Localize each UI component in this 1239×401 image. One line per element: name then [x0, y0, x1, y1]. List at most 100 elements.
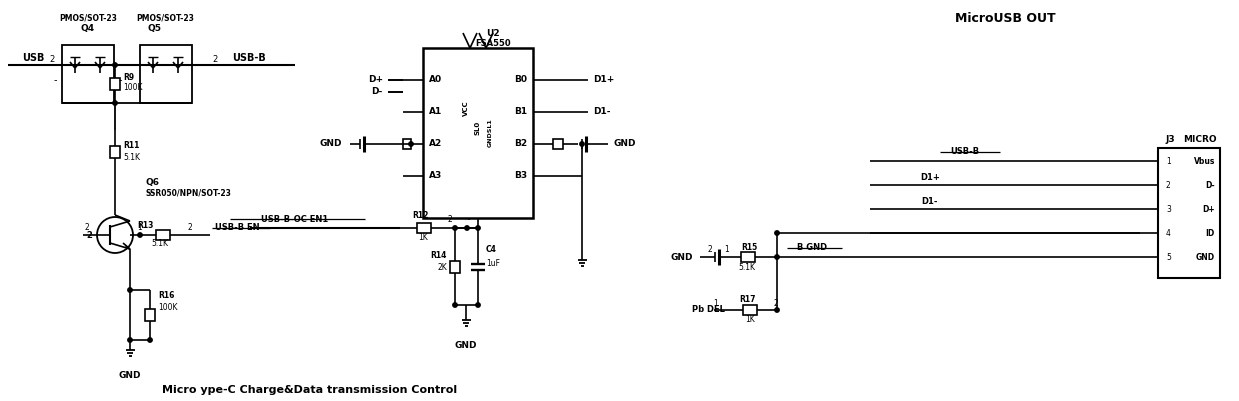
Text: A1: A1	[429, 107, 442, 117]
Circle shape	[128, 338, 133, 342]
Text: 4: 4	[1166, 229, 1171, 237]
Circle shape	[774, 255, 779, 259]
Bar	[62, 45, 114, 103]
Text: ID: ID	[1206, 229, 1215, 237]
Circle shape	[113, 101, 118, 105]
Circle shape	[452, 226, 457, 230]
Bar	[741, 252, 755, 262]
Text: A2: A2	[429, 140, 442, 148]
Text: R12: R12	[411, 211, 429, 221]
Text: 2: 2	[707, 245, 712, 253]
Text: U2: U2	[486, 30, 499, 38]
Text: 3: 3	[1166, 205, 1171, 213]
Bar	[403, 139, 411, 149]
Text: R16: R16	[159, 292, 175, 300]
Circle shape	[409, 142, 413, 146]
Text: MicroUSB OUT: MicroUSB OUT	[955, 12, 1056, 24]
Text: A0: A0	[429, 75, 442, 85]
Text: 2: 2	[85, 231, 92, 239]
Text: USB: USB	[22, 53, 45, 63]
Text: 1K: 1K	[745, 316, 755, 324]
Text: Micro ype-C Charge&Data transmission Control: Micro ype-C Charge&Data transmission Con…	[162, 385, 457, 395]
Circle shape	[465, 226, 470, 230]
Text: R13: R13	[138, 221, 154, 229]
Text: Vbus: Vbus	[1193, 156, 1215, 166]
Circle shape	[113, 63, 118, 67]
Text: R17: R17	[740, 296, 756, 304]
Text: D+: D+	[368, 75, 383, 85]
Text: D1+: D1+	[593, 75, 615, 85]
Text: 5: 5	[1166, 253, 1171, 261]
Text: Pb DEL: Pb DEL	[693, 306, 725, 314]
Text: -: -	[53, 75, 57, 85]
Circle shape	[774, 308, 779, 312]
Text: GND: GND	[1196, 253, 1215, 261]
Circle shape	[774, 231, 779, 235]
Text: MICRO: MICRO	[1183, 136, 1217, 144]
Text: VCC: VCC	[463, 100, 470, 116]
Text: 1K: 1K	[418, 233, 427, 243]
Bar	[553, 139, 563, 149]
Text: 2K: 2K	[437, 263, 447, 271]
Text: 1: 1	[714, 298, 719, 308]
Text: C4: C4	[486, 245, 497, 255]
Text: SL0: SL0	[475, 121, 481, 135]
Text: GND: GND	[613, 140, 636, 148]
Text: A3: A3	[429, 172, 442, 180]
Text: 5.1K: 5.1K	[738, 263, 756, 271]
Text: 2: 2	[187, 223, 192, 233]
Text: 100K: 100K	[123, 83, 142, 93]
Text: B0: B0	[514, 75, 527, 85]
Text: 1: 1	[138, 223, 142, 231]
Circle shape	[452, 303, 457, 307]
Bar	[422, 48, 533, 218]
Text: D+: D+	[1202, 205, 1215, 213]
Text: B GND: B GND	[797, 243, 828, 253]
Bar	[156, 230, 170, 240]
Text: B3: B3	[514, 172, 527, 180]
Text: 5.1K: 5.1K	[151, 239, 169, 249]
Text: 2: 2	[1166, 180, 1171, 190]
Text: GND: GND	[320, 140, 342, 148]
Text: USB-B-OC EN1: USB-B-OC EN1	[261, 215, 328, 223]
Text: R11: R11	[123, 140, 139, 150]
Text: D1-: D1-	[922, 196, 938, 205]
Circle shape	[580, 142, 585, 146]
Text: D1-: D1-	[593, 107, 611, 117]
Text: -: -	[119, 75, 123, 85]
Text: SSR050/NPN/SOT-23: SSR050/NPN/SOT-23	[145, 188, 230, 198]
Text: Q4: Q4	[81, 24, 95, 32]
Bar	[140, 45, 192, 103]
Text: 2: 2	[50, 55, 55, 63]
Text: 1: 1	[725, 245, 730, 253]
Bar	[110, 146, 120, 158]
Text: B1: B1	[514, 107, 527, 117]
Bar	[416, 223, 430, 233]
Text: R9: R9	[123, 73, 134, 83]
Text: GND: GND	[119, 371, 141, 379]
Bar	[1158, 148, 1220, 278]
Bar	[743, 305, 757, 315]
Text: 2: 2	[773, 298, 778, 308]
Bar	[110, 78, 120, 90]
Circle shape	[128, 288, 133, 292]
Text: Q6: Q6	[145, 178, 159, 188]
Text: 2: 2	[447, 215, 452, 225]
Circle shape	[147, 338, 152, 342]
Circle shape	[138, 233, 142, 237]
Text: 1uF: 1uF	[486, 259, 501, 267]
Circle shape	[476, 303, 481, 307]
Text: 1: 1	[1166, 156, 1171, 166]
Bar	[145, 309, 155, 321]
Text: PMOS/SOT-23: PMOS/SOT-23	[136, 14, 195, 22]
Text: 5.1K: 5.1K	[123, 152, 140, 162]
Text: USB-B: USB-B	[950, 148, 980, 156]
Text: D-: D-	[372, 87, 383, 97]
Text: USB-B: USB-B	[232, 53, 265, 63]
Text: J3: J3	[1165, 136, 1175, 144]
Text: 100K: 100K	[159, 304, 177, 312]
Text: 2: 2	[212, 55, 218, 63]
Text: D-: D-	[1206, 180, 1215, 190]
Text: D1+: D1+	[921, 172, 940, 182]
Text: R14: R14	[431, 251, 447, 259]
